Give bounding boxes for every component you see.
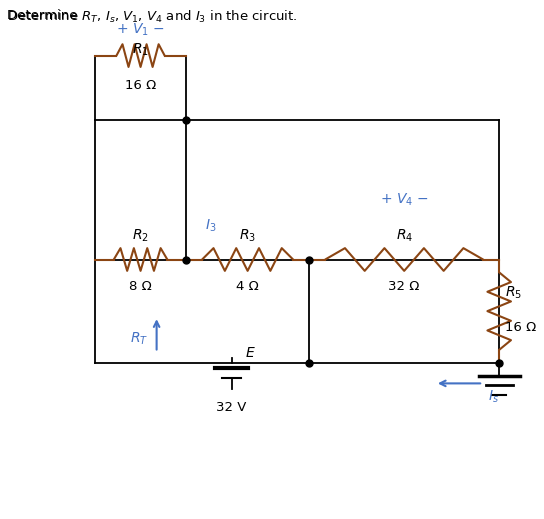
Text: $R_T$: $R_T$ [131,331,149,347]
Text: + $V_4$ −: + $V_4$ − [380,192,429,208]
Text: 8 Ω: 8 Ω [129,280,152,293]
Text: Determine $R_T$, $I_s$, $V_1$, $V_4$ and $I_3$ in the circuit.: Determine $R_T$, $I_s$, $V_1$, $V_4$ and… [7,9,297,25]
Text: 32 V: 32 V [217,402,247,415]
Text: $I_3$: $I_3$ [205,217,217,234]
Text: 4 Ω: 4 Ω [236,280,259,293]
Text: $R_5$: $R_5$ [504,284,522,301]
Text: 16 Ω: 16 Ω [125,79,156,92]
Text: $R_1$: $R_1$ [132,42,149,58]
Text: Determine: Determine [7,9,82,22]
Text: $R_3$: $R_3$ [239,228,256,244]
Text: $E$: $E$ [245,346,256,360]
Text: 32 Ω: 32 Ω [388,280,420,293]
Text: 16 Ω: 16 Ω [504,321,536,334]
Text: $R_2$: $R_2$ [132,228,149,244]
Text: + $V_1$ −: + $V_1$ − [116,21,165,37]
Text: $R_4$: $R_4$ [395,228,413,244]
Text: $I_s$: $I_s$ [489,389,499,405]
